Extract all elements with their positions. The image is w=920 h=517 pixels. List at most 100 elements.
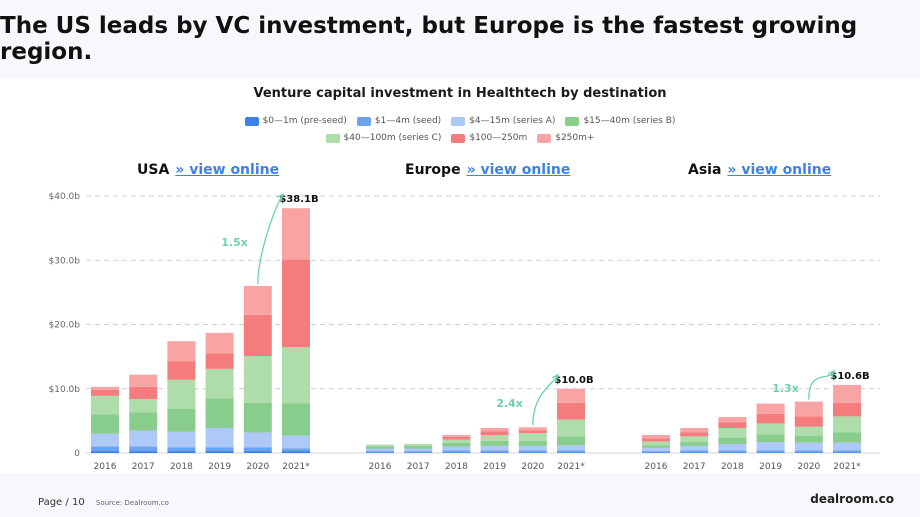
view-online-link-asia[interactable]: » view online — [727, 162, 832, 178]
region-title-asia: Asia » view online — [688, 162, 831, 178]
legend-label: $250m+ — [555, 133, 595, 143]
bar-segment — [442, 446, 471, 451]
bar-segment — [680, 432, 709, 437]
bar-segment — [91, 446, 119, 452]
bar-segment — [756, 450, 785, 453]
bar-segment — [282, 208, 310, 260]
legend-label: $4—15m (series A) — [469, 116, 556, 126]
bar-segment — [282, 451, 310, 453]
x-tick-label: 2018 — [721, 462, 744, 472]
bar-segment — [91, 395, 119, 415]
bar-segment — [756, 434, 785, 443]
bar-segment — [167, 379, 196, 409]
bar-segment — [680, 442, 709, 446]
x-tick-label: 2017 — [132, 462, 155, 472]
legend-item-seed: $1—4m (seed) — [356, 116, 442, 126]
x-tick-label: 2020 — [797, 462, 820, 472]
bar-segment — [680, 445, 709, 451]
legend-row-2: $40—100m (series C) $100—250m $250m+ — [0, 133, 920, 143]
bar-segment — [282, 448, 310, 452]
bar-segment — [91, 414, 119, 434]
region-title-usa: USA » view online — [137, 162, 279, 178]
bar-segment — [794, 426, 823, 436]
x-tick-label: 2020 — [521, 462, 544, 472]
bar-segment — [833, 432, 861, 443]
bar-segment — [794, 401, 823, 417]
bar-segment — [404, 451, 433, 453]
bar-segment — [442, 439, 471, 443]
bar-segment — [404, 444, 433, 446]
x-tick-label: 2018 — [445, 462, 468, 472]
bar-segment — [129, 412, 158, 431]
growth-arrowhead — [551, 373, 560, 382]
bar-segment — [129, 451, 158, 453]
bar-segment — [167, 447, 196, 452]
bar-segment — [718, 444, 747, 451]
legend-label: $100—250m — [469, 133, 528, 143]
bar-segment — [642, 441, 670, 446]
bar-segment — [205, 451, 234, 453]
bar-segment — [243, 451, 272, 453]
bar-segment — [167, 341, 196, 362]
bar-segment — [480, 452, 509, 453]
growth-arrow — [532, 376, 558, 426]
total-label: $10.6B — [830, 371, 869, 382]
bar-segment — [718, 437, 747, 445]
bar-segment — [91, 390, 119, 396]
bar-segment — [518, 433, 547, 441]
legend-label: $40—100m (series C) — [343, 133, 442, 143]
bar-segment — [833, 402, 861, 417]
bar-segment — [442, 435, 471, 437]
bar-segment — [557, 450, 585, 453]
source-note: Source: Dealroom.co — [95, 499, 169, 507]
growth-arrow — [257, 195, 283, 284]
bar-segment — [718, 422, 747, 428]
bar-segment — [518, 445, 547, 451]
bar-segment — [680, 436, 709, 443]
growth-label: 1.3x — [772, 382, 799, 395]
legend-swatch — [537, 133, 552, 143]
legend-label: $0—1m (pre-seed) — [262, 116, 347, 126]
bar-segment — [680, 450, 709, 453]
bar-segment — [442, 442, 471, 447]
bar-segment — [243, 285, 272, 315]
region-title-europe: Europe » view online — [405, 162, 570, 178]
bar-segment — [718, 417, 747, 423]
bar-segment — [205, 427, 234, 448]
growth-label: 2.4x — [496, 397, 523, 410]
legend-label: $1—4m (seed) — [374, 116, 442, 126]
bar-segment — [480, 445, 509, 451]
bar-segment — [167, 451, 196, 453]
legend-item-r250-plus: $250m+ — [537, 133, 594, 143]
bar-segment — [833, 442, 861, 451]
bar-segment — [480, 431, 509, 436]
bar-segment — [518, 427, 547, 431]
bar-segment — [167, 431, 196, 448]
bar-segment — [243, 314, 272, 356]
bar-segment — [243, 355, 272, 403]
x-tick-label: 2017 — [683, 462, 706, 472]
bar-segment — [282, 435, 310, 449]
x-tick-label: 2018 — [170, 462, 193, 472]
view-online-link-europe[interactable]: » view online — [466, 162, 571, 178]
bar-segment — [642, 438, 670, 442]
bar-segment — [756, 403, 785, 414]
bar-segment — [718, 450, 747, 453]
x-tick-label: 2019 — [759, 462, 782, 472]
legend-row-1: $0—1m (pre-seed) $1—4m (seed) $4—15m (seri… — [0, 116, 920, 126]
legend-item-series-a: $4—15m (series A) — [451, 116, 555, 126]
bar-segment — [642, 451, 670, 453]
bar-segment — [680, 427, 709, 433]
panel-europe: 2016 2017 2018 2019 2020 2021* $10.0B 2.4x — [366, 373, 594, 472]
bar-segment — [794, 416, 823, 427]
view-online-link-usa[interactable]: » view online — [175, 162, 280, 178]
x-tick-label: 2021* — [557, 462, 585, 472]
bar-segment — [833, 384, 861, 403]
y-tick-label: 0 — [74, 449, 80, 459]
legend-swatch — [565, 116, 580, 126]
y-tick-label: $40.0b — [49, 192, 81, 202]
bar-segment — [129, 446, 158, 452]
growth-label: 1.5x — [221, 236, 248, 249]
x-tick-label: 2019 — [483, 462, 506, 472]
